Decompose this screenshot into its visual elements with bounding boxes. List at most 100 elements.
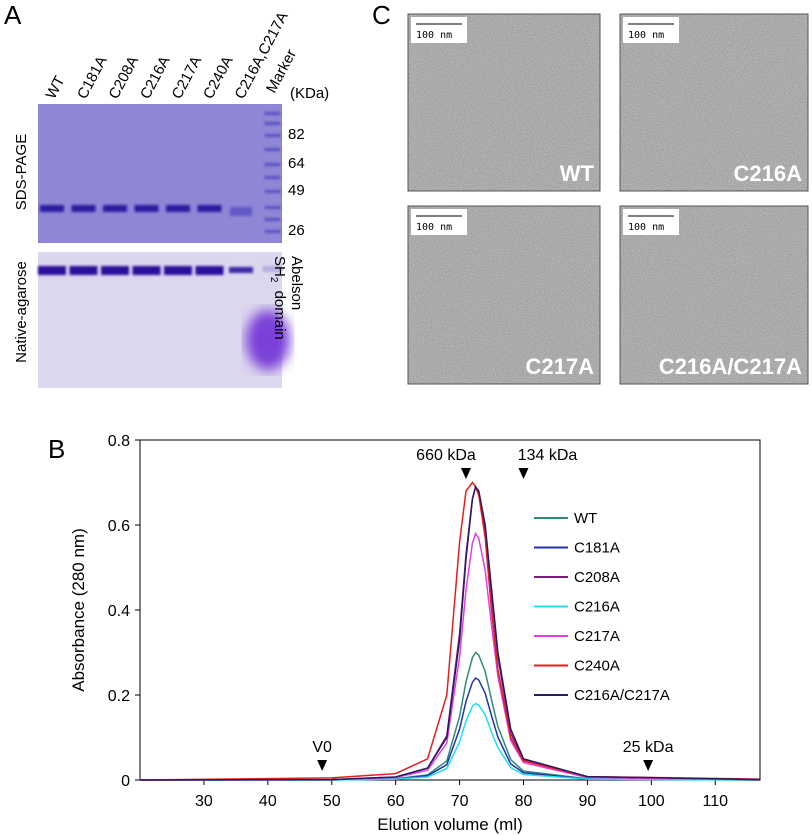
native-band [69, 266, 98, 275]
sds-label: SDS-PAGE [13, 134, 30, 210]
marker-band [264, 148, 281, 151]
marker-band [264, 134, 281, 137]
em-grain [620, 206, 808, 384]
annotation-arrow [460, 468, 471, 479]
scale-text: 100 nm [628, 222, 664, 233]
marker-band [264, 230, 281, 233]
plot-frame [139, 439, 761, 781]
unit: (KDa) [290, 85, 329, 102]
series-line [140, 676, 761, 781]
em-label: C216A [734, 161, 803, 186]
annotation: 25 kDa [623, 739, 674, 756]
em-grain [408, 14, 600, 191]
em-frame [407, 13, 601, 192]
annotation: 660 kDa [416, 447, 476, 464]
legend-label: C240A [574, 658, 620, 675]
x-axis-title: Elution volume (ml) [377, 815, 523, 834]
series-line [139, 531, 761, 781]
scale-text: 100 nm [628, 30, 664, 41]
marker-band [264, 190, 281, 193]
y-tick-label: 0.2 [108, 688, 130, 705]
marker-band [264, 176, 281, 179]
bands [38, 112, 283, 275]
native-band [229, 267, 253, 273]
annotation-arrow [643, 760, 654, 771]
marker-band [264, 112, 281, 115]
em-label: C216A/C217A [659, 354, 802, 379]
sh2-text: 2 [268, 277, 279, 283]
scale-text: 100 nm [416, 30, 452, 41]
sds-band [134, 205, 159, 212]
em-label: WT [560, 161, 595, 186]
sh2-spot [246, 310, 290, 370]
em-frame [619, 205, 809, 385]
sh2-text: Abelson [288, 256, 305, 310]
x-tick-label: 100 [638, 793, 665, 810]
marker-band [264, 206, 281, 209]
native-band [195, 266, 224, 275]
sds-band [166, 205, 190, 212]
series-line [139, 481, 761, 781]
scale-box [623, 17, 679, 43]
native-band [262, 266, 283, 272]
legend-label: WT [574, 510, 597, 527]
panel-label: C [372, 0, 391, 30]
sds-band [103, 205, 127, 212]
marker-size: 82 [288, 126, 305, 143]
scale-box [411, 209, 467, 235]
annotation-arrow [317, 760, 328, 771]
marker-band [264, 163, 281, 166]
marker-band [264, 218, 281, 221]
y-tick-label: 0 [121, 773, 130, 790]
annotation: V0 [312, 739, 332, 756]
x-tick-label: 80 [515, 793, 533, 810]
lane-label: WT [43, 73, 69, 102]
sds-band [40, 205, 64, 212]
em-frame [407, 205, 601, 385]
native-band [38, 266, 66, 275]
x-tick-label: 30 [195, 793, 213, 810]
sh2-label: Abelson SH2 domain [267, 256, 305, 340]
x-tick-label: 60 [387, 793, 405, 810]
y-tick-label: 0.8 [108, 433, 130, 450]
legend-label: C181A [574, 540, 620, 557]
legend-label: C216A [574, 599, 620, 616]
legend-label: C216A/C217A [574, 687, 670, 704]
x-tick-label: 110 [702, 793, 728, 810]
marker-size: 49 [288, 182, 305, 199]
legend-label: C217A [574, 628, 620, 645]
series-line [139, 485, 761, 781]
sds-gel [38, 104, 282, 243]
panel-label: B [48, 434, 65, 464]
legend-label: C208A [574, 569, 620, 586]
scale-box [411, 17, 467, 43]
annotation: 134 kDa [518, 447, 578, 464]
native-band [164, 266, 192, 275]
scale-text: 100 nm [416, 222, 452, 233]
sds-band [197, 205, 222, 212]
series-line [139, 484, 761, 781]
x-tick-label: 50 [323, 793, 341, 810]
em-frame [619, 13, 809, 192]
native-label: Native-agarose [13, 261, 30, 363]
marker-size: 26 [288, 222, 305, 239]
em-grain [408, 206, 600, 384]
y-axis-title: Absorbance (280 nm) [69, 528, 88, 691]
marker-band [264, 122, 281, 125]
marker-size: 64 [288, 155, 305, 172]
em-grain [620, 14, 808, 191]
y-tick-label: 0.6 [108, 518, 130, 535]
x-tick-label: 70 [451, 793, 469, 810]
y-tick-label: 0.4 [108, 603, 130, 620]
x-tick-label: 40 [259, 793, 277, 810]
scale-box [623, 209, 679, 235]
sds-band [71, 205, 96, 212]
native-band [132, 266, 161, 275]
em-label: C217A [526, 354, 595, 379]
sh2-text: SH [271, 256, 288, 277]
series-line [140, 702, 761, 781]
sds-band [230, 207, 252, 216]
panel-label: A [4, 0, 22, 30]
sh2-text: domain [271, 291, 288, 340]
